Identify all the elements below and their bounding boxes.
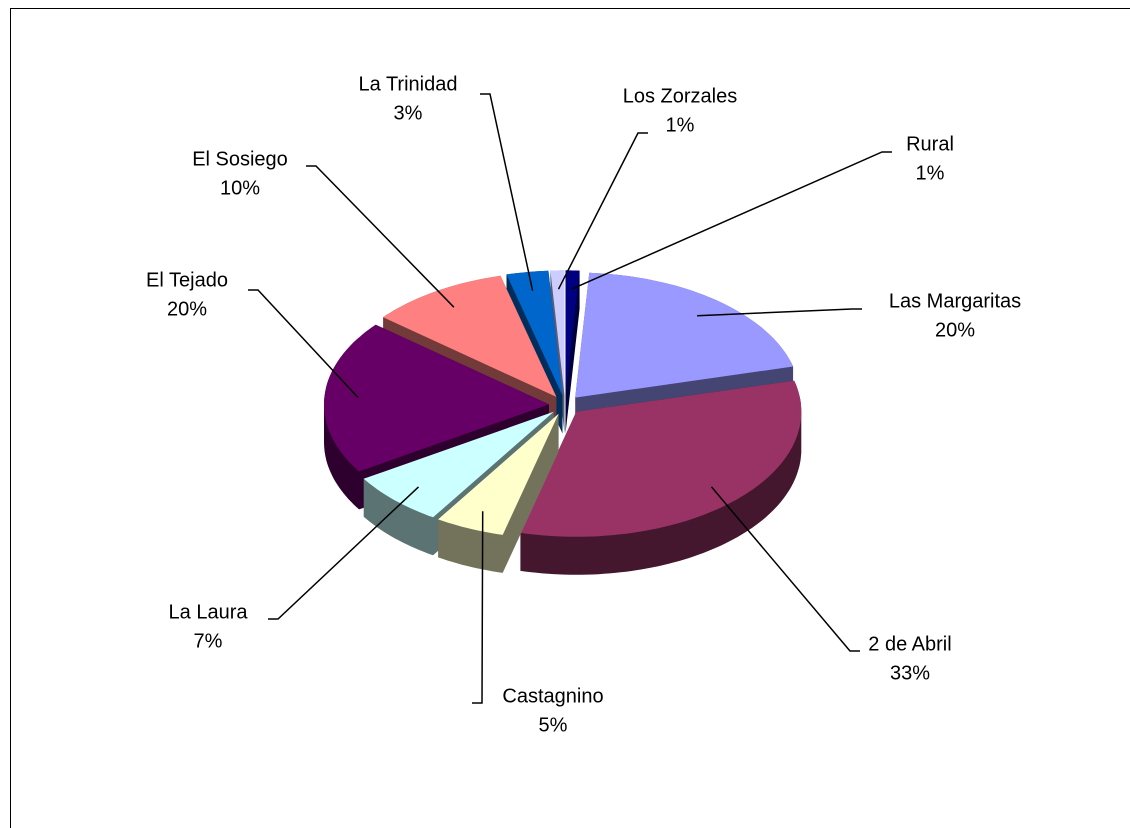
category-label: Castagnino [502,685,603,707]
slice-top [575,272,794,398]
slice-top [324,324,549,472]
category-label: Rural [906,133,954,155]
leader-line [268,486,420,620]
category-label: La Trinidad [359,73,458,95]
slice [520,380,802,575]
leader-line [710,486,860,652]
slice [438,413,559,573]
slice [324,324,549,510]
value-label: 1% [666,114,695,136]
leader-line [306,165,455,308]
slice-top [438,413,559,535]
value-label: 10% [220,177,260,199]
category-label: El Sosiego [192,148,288,170]
slice-top [383,275,557,397]
slice-top [363,411,554,518]
value-label: 20% [935,319,975,341]
category-label: 2 de Abril [868,633,951,655]
value-label: 7% [194,630,223,652]
leader-line [697,308,862,317]
leader-line [557,132,648,290]
chart-frame [10,8,1130,828]
leader-line [480,93,534,291]
category-label: Los Zorzales [623,85,738,107]
category-label: La Laura [169,601,249,623]
slice [363,411,554,556]
value-label: 3% [394,102,423,124]
slice-top [565,270,580,396]
slice-top [550,270,565,396]
leader-line [571,151,892,290]
category-label: Las Margaritas [889,290,1021,312]
leader-line [472,511,484,704]
value-label: 33% [890,662,930,684]
slice-top [506,270,563,396]
slice-top [520,380,802,537]
leader-line [248,289,359,399]
category-label: El Tejado [146,269,228,291]
value-label: 5% [539,714,568,736]
value-label: 1% [916,162,945,184]
slice [565,270,580,434]
value-label: 20% [167,298,207,320]
